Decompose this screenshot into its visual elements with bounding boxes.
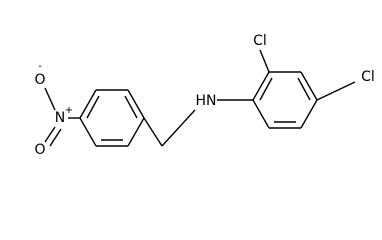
bond — [127, 117, 145, 147]
atom-label: HN — [196, 93, 217, 109]
atom-label: Cl — [253, 33, 267, 49]
bond — [44, 87, 56, 111]
bond — [259, 77, 273, 101]
bond — [252, 99, 270, 129]
bond — [316, 81, 356, 101]
bond — [143, 117, 163, 147]
bond — [297, 77, 311, 101]
charge-label: + — [65, 105, 73, 116]
bond — [300, 71, 318, 101]
bond — [252, 71, 270, 101]
bond — [49, 128, 62, 147]
atom-label: O — [34, 72, 45, 88]
bond — [127, 89, 145, 119]
bond — [161, 109, 196, 147]
bond — [86, 95, 100, 119]
atom-labels: O - N + O HN Cl Cl — [34, 33, 374, 155]
bond — [300, 99, 318, 129]
bond — [124, 95, 138, 119]
structure-diagram: O - N + O HN Cl Cl — [34, 33, 374, 155]
atom-label: Cl — [361, 69, 375, 85]
bonds — [44, 49, 356, 147]
atom-label: N — [55, 110, 65, 126]
page: O - N + O HN Cl Cl (() => { const data =… — [34, 33, 375, 155]
atom-label: O — [34, 142, 45, 155]
charge-label: - — [38, 61, 42, 72]
bond — [259, 49, 270, 73]
bond — [79, 89, 97, 119]
bond — [79, 117, 97, 147]
bond — [44, 126, 56, 143]
